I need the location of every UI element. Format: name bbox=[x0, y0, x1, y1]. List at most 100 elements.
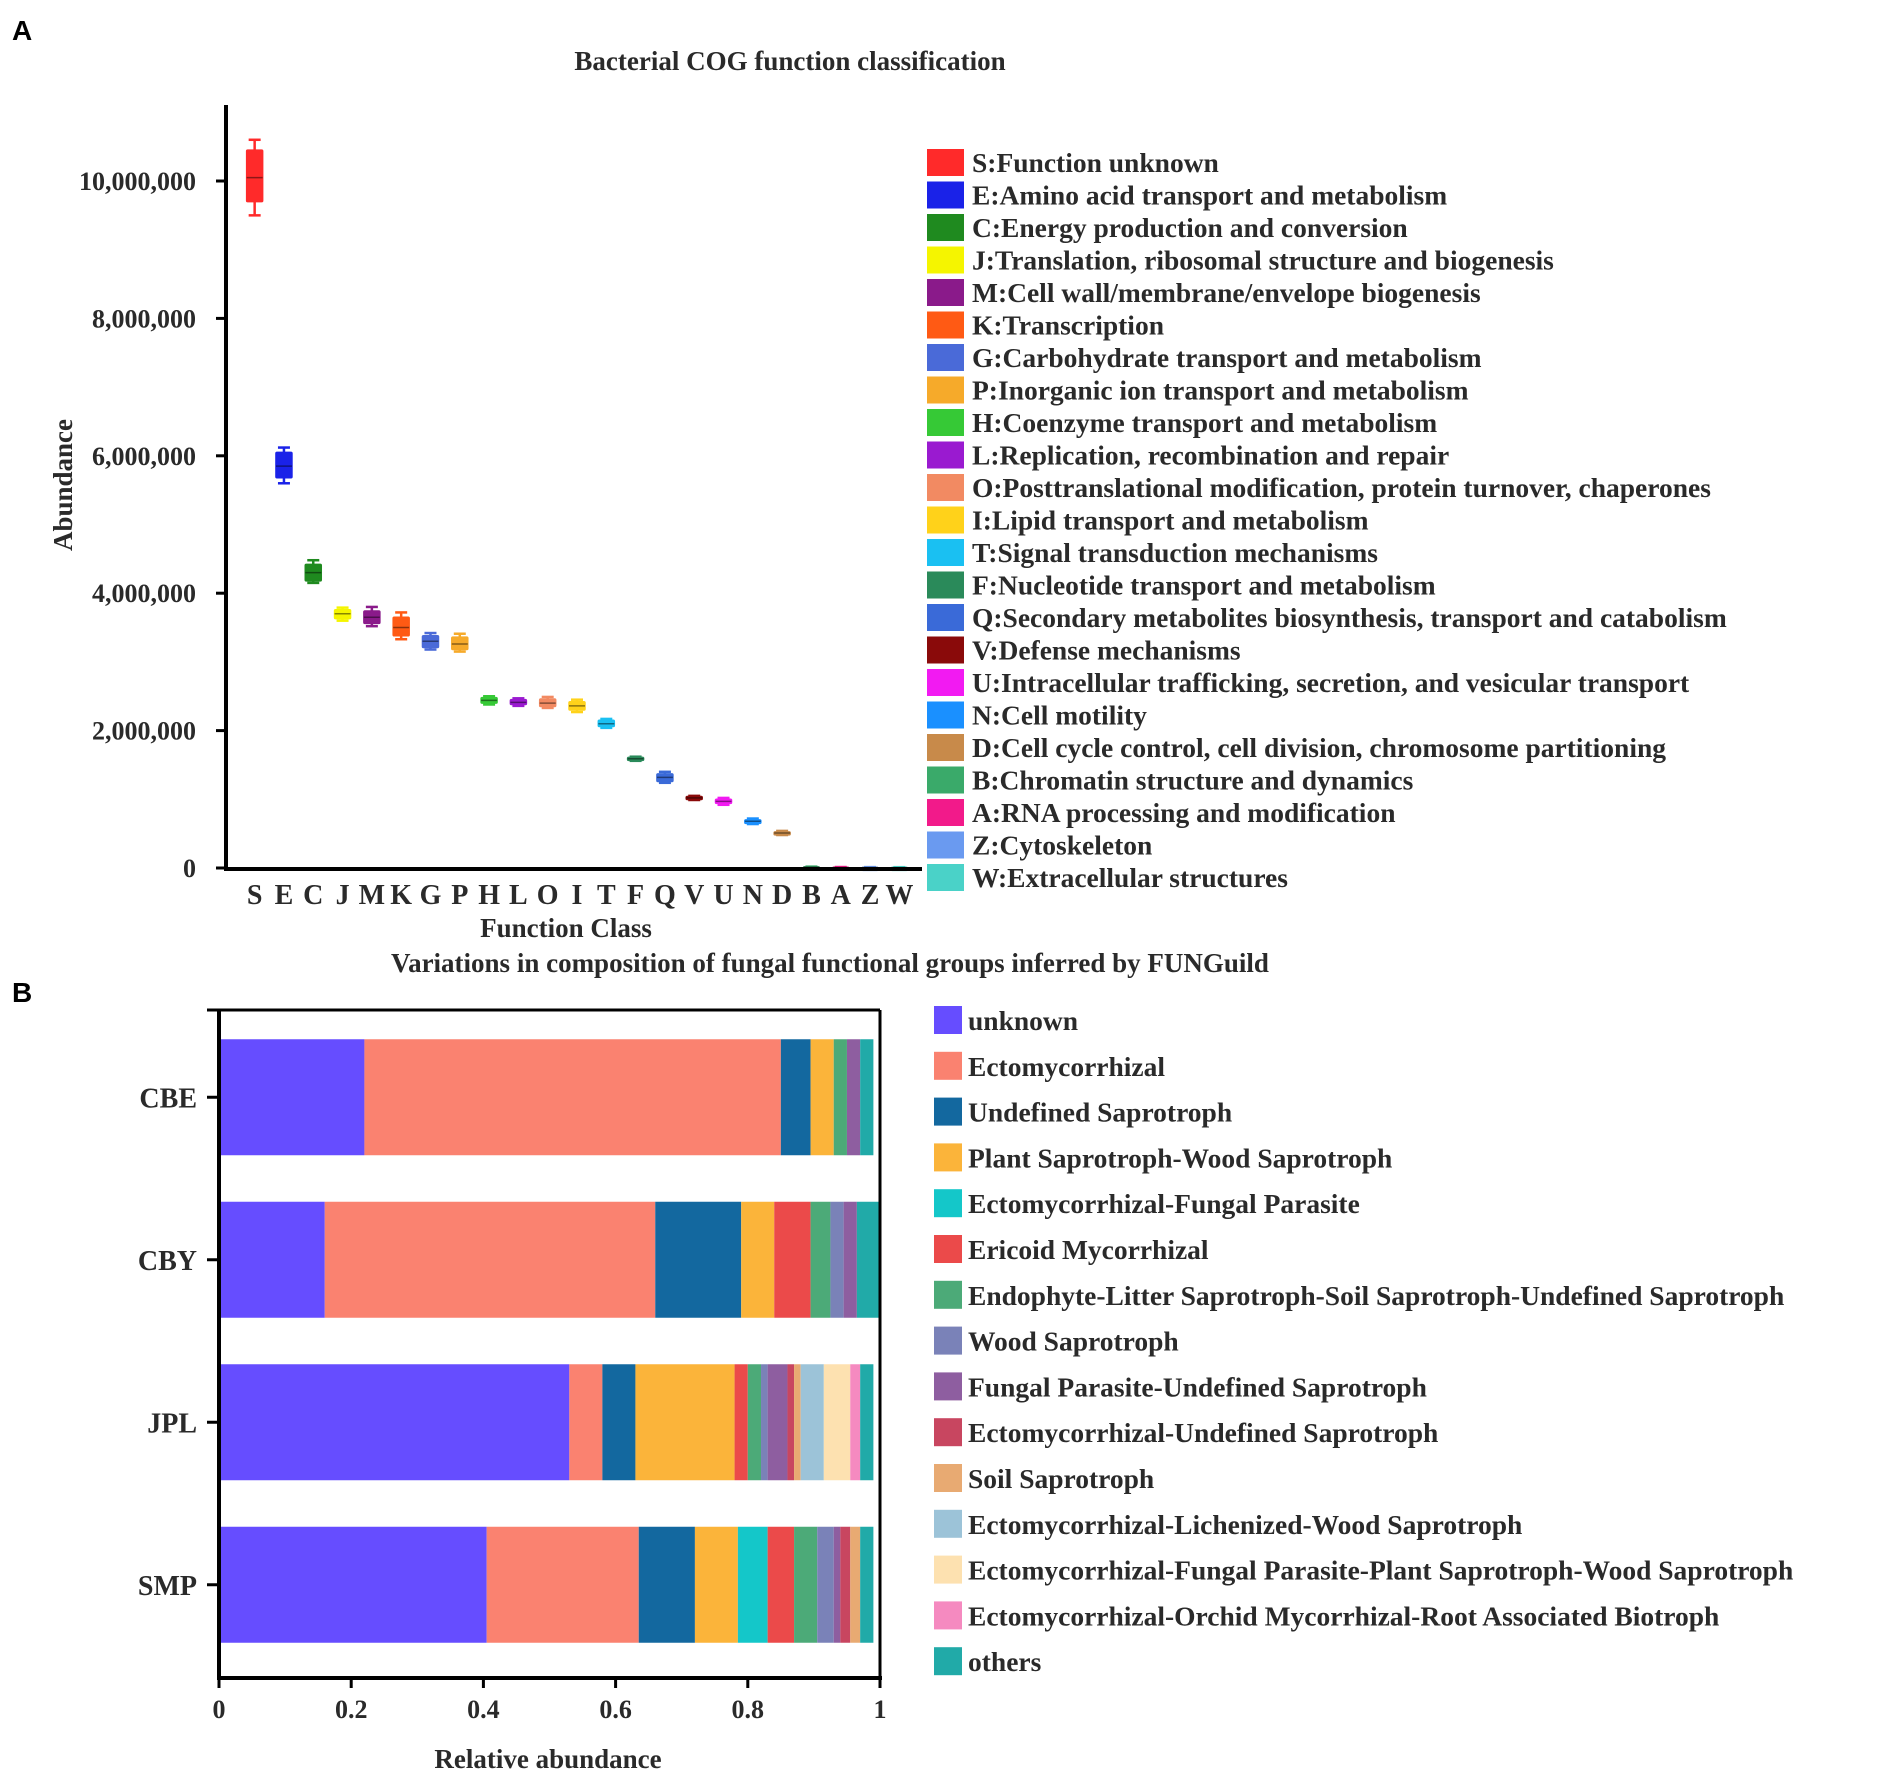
y-tick-label: 10,000,000 bbox=[79, 167, 196, 196]
legend-label: G:Carbohydrate transport and metabolism bbox=[972, 342, 1482, 373]
legend-item: Soil Saprotroph bbox=[934, 1463, 1154, 1494]
legend-label: Soil Saprotroph bbox=[968, 1463, 1154, 1494]
bar-segment bbox=[638, 1526, 695, 1643]
legend-swatch bbox=[927, 636, 964, 664]
bar-segment bbox=[747, 1364, 762, 1481]
bar-segment bbox=[794, 1364, 801, 1481]
bar-segment bbox=[830, 1201, 844, 1318]
x-tick-label: C bbox=[303, 880, 323, 911]
box-m bbox=[363, 605, 381, 628]
legend-item: Ectomycorrhizal-Orchid Mycorrhizal-Root … bbox=[934, 1600, 1719, 1631]
legend-label: W:Extracellular structures bbox=[972, 862, 1288, 893]
legend-label: Wood Saprotroph bbox=[968, 1326, 1179, 1357]
legend-label: Plant Saprotroph-Wood Saprotroph bbox=[968, 1142, 1392, 1173]
bar-segment bbox=[655, 1201, 742, 1318]
x-tick-label: F bbox=[627, 880, 644, 911]
bar-row-smp bbox=[219, 1526, 874, 1643]
legend-label: L:Replication, recombination and repair bbox=[972, 440, 1449, 471]
bar-segment bbox=[486, 1526, 639, 1643]
box bbox=[568, 700, 586, 711]
legend-item: unknown bbox=[934, 1005, 1078, 1036]
legend-label: N:Cell motility bbox=[972, 700, 1147, 731]
legend-item-o: O:Posttranslational modification, protei… bbox=[927, 472, 1711, 503]
x-tick-label: I bbox=[572, 880, 583, 911]
panel-a-title: Bacterial COG function classification bbox=[574, 46, 1005, 76]
legend-label: K:Transcription bbox=[972, 310, 1164, 341]
bar-segment bbox=[219, 1364, 570, 1481]
box-f bbox=[626, 755, 645, 763]
legend-label: Ericoid Mycorrhizal bbox=[968, 1234, 1209, 1265]
box bbox=[421, 635, 440, 649]
legend-swatch bbox=[927, 344, 964, 371]
bar-segment bbox=[767, 1526, 795, 1643]
bar-segment bbox=[860, 1039, 874, 1156]
box-q bbox=[656, 770, 674, 785]
legend-swatch bbox=[934, 1143, 962, 1172]
x-tick-label: U bbox=[713, 880, 733, 911]
x-tick-label: M bbox=[359, 880, 385, 911]
bar-segment bbox=[364, 1039, 781, 1156]
box bbox=[275, 451, 293, 479]
box bbox=[773, 831, 791, 836]
panel-b-bars bbox=[219, 1039, 880, 1643]
legend-swatch bbox=[927, 571, 964, 599]
legend-label: M:Cell wall/membrane/envelope biogenesis bbox=[972, 277, 1481, 308]
legend-item-k: K:Transcription bbox=[927, 310, 1164, 341]
x-tick-label: 0.4 bbox=[467, 1695, 500, 1724]
x-tick-label: Q bbox=[654, 880, 676, 911]
x-tick-label: O bbox=[537, 880, 559, 911]
legend-label: E:Amino acid transport and metabolism bbox=[972, 180, 1447, 211]
bar-segment bbox=[741, 1201, 775, 1318]
panel-b: B Variations in composition of fungal fu… bbox=[12, 948, 1793, 1774]
legend-swatch bbox=[927, 701, 964, 729]
legend-item-n: N:Cell motility bbox=[927, 700, 1147, 731]
legend-label: H:Coenzyme transport and metabolism bbox=[972, 407, 1437, 438]
x-tick-label: W bbox=[885, 880, 913, 911]
legend-swatch bbox=[927, 409, 964, 436]
box-h bbox=[480, 695, 498, 706]
bar-segment bbox=[737, 1526, 768, 1643]
box bbox=[480, 696, 498, 704]
box bbox=[451, 636, 469, 651]
legend-item: Fungal Parasite-Undefined Saprotroph bbox=[934, 1371, 1427, 1402]
panel-b-legend: unknown Ectomycorrhizal Undefined Saprotro… bbox=[934, 1005, 1793, 1677]
box bbox=[333, 608, 352, 620]
box bbox=[597, 719, 616, 728]
legend-label: U:Intracellular trafficking, secretion, … bbox=[972, 667, 1690, 698]
legend-item-m: M:Cell wall/membrane/envelope biogenesis bbox=[927, 277, 1481, 308]
legend-label: A:RNA processing and modification bbox=[972, 797, 1395, 828]
bar-segment bbox=[846, 1039, 861, 1156]
legend-item: Ectomycorrhizal-Lichenized-Wood Saprotro… bbox=[934, 1509, 1522, 1540]
x-tick-label: 1 bbox=[874, 1695, 887, 1724]
legend-swatch bbox=[927, 864, 964, 891]
box-j bbox=[333, 606, 352, 622]
box bbox=[714, 798, 733, 805]
box bbox=[538, 698, 557, 708]
legend-swatch bbox=[927, 214, 964, 241]
box bbox=[509, 698, 528, 706]
legend-swatch bbox=[934, 1555, 962, 1584]
legend-item-d: D:Cell cycle control, cell division, chr… bbox=[927, 732, 1666, 763]
bar-segment bbox=[860, 1364, 874, 1481]
panel-b-letter: B bbox=[12, 977, 32, 1008]
legend-swatch bbox=[927, 376, 964, 404]
legend-label: D:Cell cycle control, cell division, chr… bbox=[972, 732, 1666, 763]
legend-swatch bbox=[934, 1372, 962, 1401]
legend-item: Undefined Saprotroph bbox=[934, 1097, 1232, 1128]
bar-segment bbox=[833, 1039, 847, 1156]
box-d bbox=[773, 829, 791, 837]
legend-swatch bbox=[934, 1235, 962, 1263]
legend-label: B:Chromatin structure and dynamics bbox=[972, 765, 1414, 796]
box-c bbox=[304, 558, 323, 585]
legend-swatch bbox=[934, 1280, 962, 1309]
bar-segment bbox=[850, 1364, 861, 1481]
legend-item-q: Q:Secondary metabolites biosynthesis, tr… bbox=[927, 602, 1727, 633]
x-tick-label: J bbox=[336, 880, 350, 911]
legend-item: Ectomycorrhizal bbox=[934, 1051, 1165, 1082]
box bbox=[392, 616, 410, 637]
legend-label: P:Inorganic ion transport and metabolism bbox=[972, 375, 1469, 406]
legend-swatch bbox=[927, 441, 964, 469]
legend-label: T:Signal transduction mechanisms bbox=[972, 537, 1378, 568]
legend-swatch bbox=[927, 311, 964, 339]
